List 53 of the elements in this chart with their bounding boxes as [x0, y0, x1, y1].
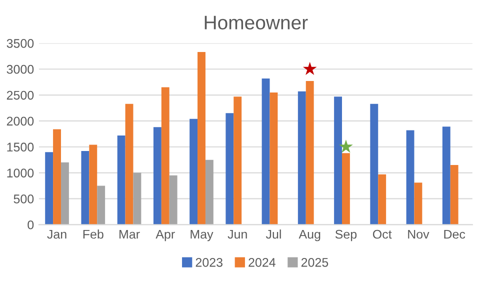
bar: [414, 182, 422, 225]
x-tick-label: Aug: [298, 230, 320, 242]
bar: [198, 52, 206, 225]
x-tick-label: Jun: [228, 230, 247, 239]
x-tick-label: Mar: [120, 230, 140, 239]
bar: [234, 96, 242, 225]
y-tick-label: 3500: [6, 39, 34, 48]
legend-label: 2024: [248, 258, 276, 267]
y-tick-label: 2500: [6, 90, 34, 100]
x-tick-label: Oct: [372, 230, 392, 239]
x-tick-label: Jan: [47, 230, 66, 239]
bar: [169, 175, 178, 225]
bar: [378, 174, 386, 225]
y-tick-label: 1500: [7, 142, 34, 152]
bar: [342, 153, 350, 225]
bar: [53, 129, 61, 225]
y-tick-label: 0: [28, 220, 34, 230]
legend-label: 2025: [301, 258, 328, 267]
bar: [45, 152, 54, 225]
y-tick-label: 3000: [6, 64, 34, 74]
bar: [442, 126, 450, 225]
bar: [270, 92, 278, 225]
x-tick-label: Feb: [83, 230, 104, 239]
bar: [298, 91, 306, 225]
x-tick-label: Nov: [408, 230, 430, 239]
bar: [153, 127, 162, 225]
bar: [306, 81, 314, 225]
bar: [161, 87, 170, 225]
bar: [450, 165, 458, 225]
x-tick-label: Apr: [156, 230, 175, 242]
bar: [262, 78, 270, 225]
bar: [125, 104, 134, 225]
bar: [89, 144, 98, 225]
x-tick-label: May: [190, 230, 214, 242]
bar: [226, 113, 234, 225]
bar: [205, 160, 214, 225]
x-tick-label: Sep: [335, 230, 357, 242]
bar: [60, 162, 69, 225]
x-tick-label: Jul: [266, 230, 281, 239]
bar: [81, 151, 90, 225]
bar: [117, 135, 126, 225]
y-tick-label: 500: [14, 194, 34, 204]
y-tick-label: 2000: [6, 116, 34, 126]
y-tick-label: 1000: [7, 168, 34, 178]
chart-title: Homeowner: [204, 16, 308, 30]
legend-label: 2023: [196, 258, 222, 267]
bar: [370, 104, 378, 225]
bar: [97, 186, 106, 225]
x-tick-label: Dec: [444, 230, 466, 239]
bar: [406, 130, 414, 225]
bar: [133, 172, 142, 225]
bar: [334, 96, 342, 225]
bar: [190, 118, 198, 225]
